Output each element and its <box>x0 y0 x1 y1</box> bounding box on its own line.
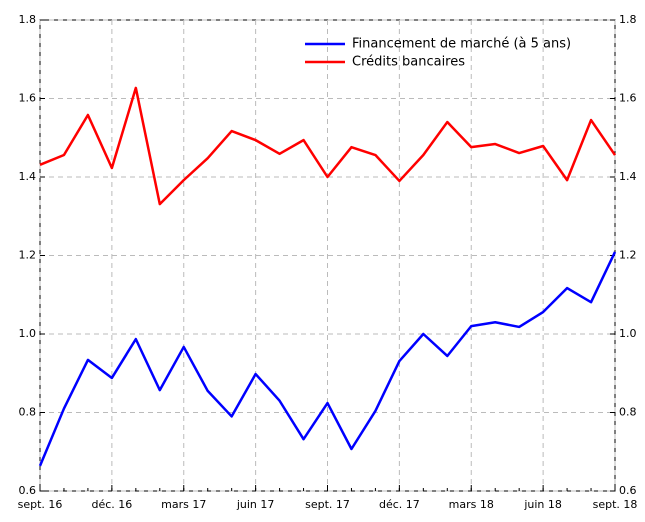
x-tick-label: juin 18 <box>523 498 562 511</box>
y2-tick-label: 1.2 <box>619 249 637 262</box>
y2-tick-label: 0.6 <box>619 484 637 497</box>
y-tick-label: 1.8 <box>19 13 37 26</box>
y-tick-label: 1.2 <box>19 249 37 262</box>
y-tick-label: 1.4 <box>19 170 37 183</box>
data-line <box>39 86 617 206</box>
y2-tick-label: 1.0 <box>619 327 637 340</box>
x-tick-label: déc. 17 <box>379 498 420 511</box>
y-tick-label: 0.6 <box>19 484 37 497</box>
data-line <box>38 251 617 467</box>
grid <box>39 19 616 492</box>
x-tick-label: sept. 17 <box>305 498 350 511</box>
y2-tick-label: 1.6 <box>619 92 637 105</box>
y2-tick-label: 0.8 <box>619 406 637 419</box>
x-tick-label: déc. 16 <box>91 498 132 511</box>
y-tick-label: 1.0 <box>19 327 37 340</box>
y2-tick-label: 1.8 <box>619 13 637 26</box>
x-tick-label: sept. 16 <box>18 498 63 511</box>
legend-label: Financement de marché (à 5 ans) <box>352 37 571 52</box>
y2-tick-label: 1.4 <box>619 170 637 183</box>
x-tick-label: sept. 18 <box>593 498 638 511</box>
y-tick-label: 1.6 <box>19 92 37 105</box>
x-tick-label: mars 18 <box>449 498 494 511</box>
legend-label: Crédits bancaires <box>352 55 465 70</box>
x-tick-label: juin 17 <box>236 498 275 511</box>
y-tick-label: 0.8 <box>19 406 37 419</box>
x-tick-label: mars 17 <box>161 498 206 511</box>
